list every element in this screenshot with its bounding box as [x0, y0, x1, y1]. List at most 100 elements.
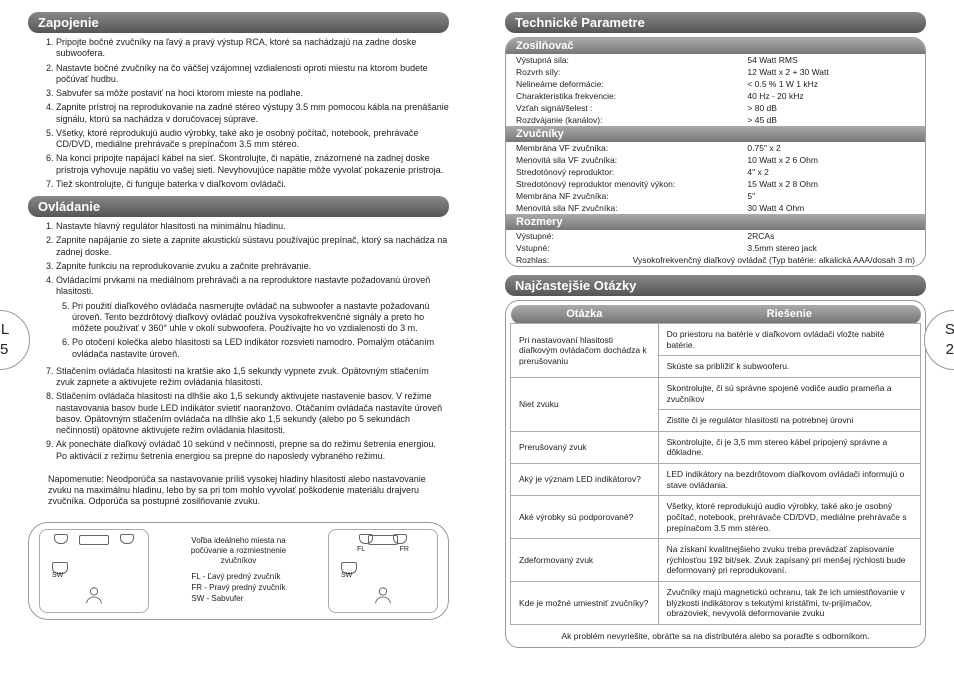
- placement-diagram: SW Voľba ideálneho miesta na počúvanie a…: [28, 522, 449, 620]
- section-tech-params: Technické Parametre: [505, 12, 926, 33]
- faq-q: Prerušovaný zvuk: [511, 431, 659, 463]
- step: Tiež skontrolujte, či funguje baterka v …: [56, 179, 449, 190]
- diagram-center: Voľba ideálneho miesta na počúvanie a ro…: [174, 536, 304, 604]
- faq-a: Do priestoru na batérie v diaľkovom ovlá…: [658, 324, 920, 356]
- label-fr: FR: [400, 546, 409, 553]
- spec-row: Rozdvájanie (kanálov):> 45 dB: [506, 114, 925, 126]
- spec-row: Vzťah signál/šelest :> 80 dB: [506, 102, 925, 114]
- step: Všetky, ktoré reprodukujú audio výrobky,…: [56, 128, 449, 151]
- step: Nastavte hlavný regulátor hlasitosti na …: [56, 221, 449, 232]
- faq-q: Zdeformovaný zvuk: [511, 539, 659, 582]
- spec-row: Stredotónový reproduktor menovitý výkon:…: [506, 178, 925, 190]
- spec-row: Nelineárne deformácie:< 0.5 % 1 W 1 kHz: [506, 78, 925, 90]
- step: Stlačením ovládača hlasitosti na dlhšie …: [56, 391, 449, 436]
- diagram-caption: Voľba ideálneho miesta na počúvanie a ro…: [174, 536, 304, 565]
- label-fl: FL: [357, 546, 365, 553]
- label-sw: SW: [341, 572, 352, 579]
- spec-row: Membrána VF zvučníka:0.75" x 2: [506, 142, 925, 154]
- page-code: SL: [945, 320, 954, 340]
- spec-row: Rozhlas:Vysokofrekvenčný diaľkový ovláda…: [506, 254, 925, 266]
- faq-q: Niet zvuku: [511, 377, 659, 431]
- step: Ovládacími prvkami na mediálnom prehráva…: [56, 275, 449, 298]
- faq-row: Aké výrobky sú podporované?Všetky, ktoré…: [511, 496, 921, 539]
- substep: Po otočení kolečka alebo hlasitosti sa L…: [72, 337, 449, 360]
- legend-sw: SW - Sabvufer: [191, 593, 285, 604]
- chair-icon: [82, 584, 106, 608]
- step: Zapnite napájanie zo siete a zapnite aku…: [56, 235, 449, 258]
- spec-row: Stredotónový reproduktor:4" x 2: [506, 166, 925, 178]
- spec-row: Charakteristika frekvencie:40 Hz - 20 kH…: [506, 90, 925, 102]
- section-ovladanie: Ovládanie: [28, 196, 449, 217]
- substeps: Pri použití diaľkového ovládača nasmeruj…: [56, 301, 449, 360]
- spec-row: Vstupné:3.5mm stereo jack: [506, 242, 925, 254]
- step: Nastavte bočné zvučníky na čo väčšej vzá…: [56, 63, 449, 86]
- faq-header-row: Otázka Riešenie: [511, 305, 921, 324]
- diagram-legend: FL - Ľavý predný zvučník FR - Pravý pred…: [191, 571, 285, 605]
- legend-fl: FL - Ľavý predný zvučník: [191, 571, 285, 582]
- faq-q: Kde je možné umiestniť zvučníky?: [511, 582, 659, 625]
- step: Sabvufer sa môže postaviť na hoci ktorom…: [56, 88, 449, 99]
- faq-th-question: Otázka: [511, 305, 659, 324]
- warning-note: Napomenutie: Neodporúča sa nastavovanie …: [28, 468, 449, 514]
- faq-block: Otázka Riešenie Pri nastavovaní hlasitos…: [505, 300, 926, 648]
- page-num: 26: [946, 340, 954, 360]
- page-num: 25: [0, 340, 8, 360]
- faq-footer: Ak problém nevyriešite, obráťte sa na di…: [510, 625, 921, 643]
- spec-table: Zosilňovač Výstupná sila:54 Watt RMS Roz…: [505, 37, 926, 267]
- faq-a: Skontrolujte, či sú správne spojené vodi…: [658, 377, 920, 409]
- section-zapojenie: Zapojenie: [28, 12, 449, 33]
- ovladanie-steps: Nastavte hlavný regulátor hlasitosti na …: [28, 221, 449, 462]
- faq-q: Pri nastavovaní hlasitosti diaľkovým ovl…: [511, 324, 659, 378]
- zapojenie-steps: Pripojte bočné zvučníky na ľavý a pravý …: [28, 37, 449, 190]
- faq-a: Zistite či je regulátor hlasitosti na po…: [658, 410, 920, 432]
- section-faq: Najčastejšie Otázky: [505, 275, 926, 296]
- room-right: FL FR SW: [328, 529, 438, 613]
- spec-group-amp: Zosilňovač: [506, 38, 925, 54]
- step: Stlačením ovládača hlasitosti na kratšie…: [56, 366, 449, 389]
- spec-row: Výstupné:2RCAs: [506, 230, 925, 242]
- step: Ak ponecháte diaľkový ovládač 10 sekúnd …: [56, 439, 449, 462]
- step: Na konci pripojte napájací kábel na sieť…: [56, 153, 449, 176]
- spec-row: Rozvrh síly:12 Watt x 2 + 30 Watt: [506, 66, 925, 78]
- label-sw: SW: [52, 572, 63, 579]
- step: Pripojte bočné zvučníky na ľavý a pravý …: [56, 37, 449, 60]
- faq-row: Niet zvukuSkontrolujte, či sú správne sp…: [511, 377, 921, 409]
- page-number-left: SL 25: [0, 310, 30, 370]
- faq-row: Zdeformovaný zvukNa získaní kvalitnejšie…: [511, 539, 921, 582]
- legend-fr: FR - Pravý predný zvučník: [191, 582, 285, 593]
- spec-group-speakers: Zvučníky: [506, 126, 925, 142]
- faq-row: Pri nastavovaní hlasitosti diaľkovým ovl…: [511, 324, 921, 356]
- room-left: SW: [39, 529, 149, 613]
- page-code: SL: [0, 320, 9, 340]
- faq-a: Skúste sa priblížiť k subwooferu.: [658, 356, 920, 378]
- faq-a: Na získaní kvalitnejšieho zvuku treba pr…: [658, 539, 920, 582]
- faq-row: Kde je možné umiestniť zvučníky?Zvučníky…: [511, 582, 921, 625]
- faq-row: Prerušovaný zvukSkontrolujte, či je 3,5 …: [511, 431, 921, 463]
- spec-row: Menovitá sila VF zvučníka:10 Watt x 2 6 …: [506, 154, 925, 166]
- spec-group-dims: Rozmery: [506, 214, 925, 230]
- substep: Pri použití diaľkového ovládača nasmeruj…: [72, 301, 449, 335]
- speaker-fl-icon: [359, 534, 373, 544]
- right-page: SL 26 Technické Parametre Zosilňovač Výs…: [477, 0, 954, 679]
- chair-icon: [371, 584, 395, 608]
- spec-row: Membrána NF zvučníka:5": [506, 190, 925, 202]
- spec-row: Výstupná sila:54 Watt RMS: [506, 54, 925, 66]
- faq-a: Zvučníky majú magnetickú ochranu, tak že…: [658, 582, 920, 625]
- speaker-icon: [120, 534, 134, 544]
- left-page: SL 25 Zapojenie Pripojte bočné zvučníky …: [0, 0, 477, 679]
- tv-icon: [79, 535, 109, 545]
- faq-row: Aký je význam LED indikátorov?LED indiká…: [511, 464, 921, 496]
- faq-q: Aké výrobky sú podporované?: [511, 496, 659, 539]
- faq-table: Otázka Riešenie Pri nastavovaní hlasitos…: [510, 305, 921, 625]
- page-number-right: SL 26: [924, 310, 954, 370]
- spec-row: Menovitá sila NF zvučníka:30 Watt 4 Ohm: [506, 202, 925, 214]
- step: Zapnite funkciu na reprodukovanie zvuku …: [56, 261, 449, 272]
- step: Zapnite prístroj na reprodukovanie na za…: [56, 102, 449, 125]
- faq-a: Skontrolujte, či je 3,5 mm stereo kábel …: [658, 431, 920, 463]
- faq-th-answer: Riešenie: [658, 305, 920, 324]
- faq-a: LED indikátory na bezdrôtovom diaľkovom …: [658, 464, 920, 496]
- faq-q: Aký je význam LED indikátorov?: [511, 464, 659, 496]
- speaker-icon: [54, 534, 68, 544]
- speaker-fr-icon: [393, 534, 407, 544]
- faq-a: Všetky, ktoré reprodukujú audio výrobky,…: [658, 496, 920, 539]
